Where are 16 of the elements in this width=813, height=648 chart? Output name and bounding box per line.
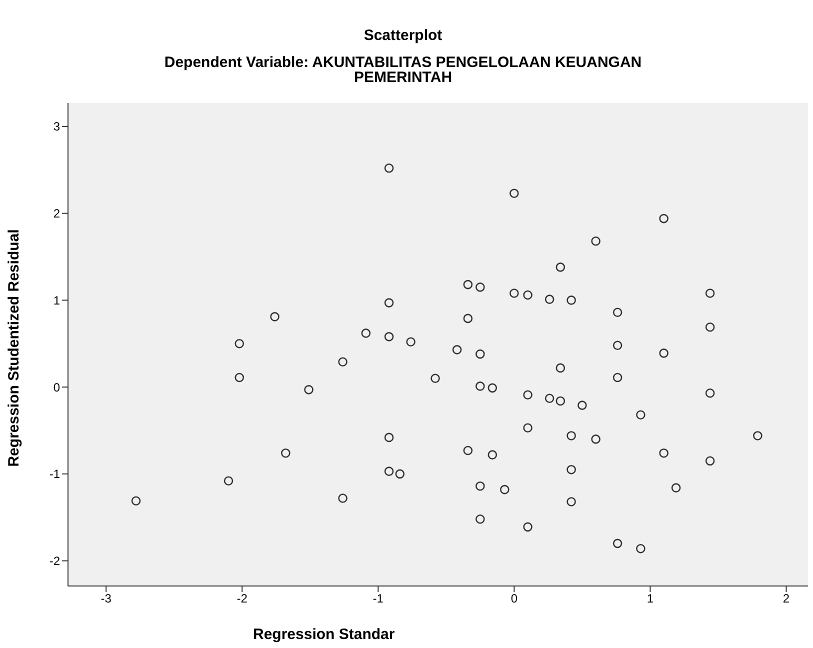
x-tick-label: 0 [510,592,518,606]
y-tick-label: 1 [53,293,60,308]
x-tick-label: -2 [236,592,248,606]
x-tick-label: 2 [782,592,790,606]
y-axis-title: Regression Studentized Residual [6,229,22,467]
y-tick-label: 2 [53,206,60,221]
x-tick-label: 1 [646,592,654,606]
y-tick-label: -2 [49,554,60,568]
y-tick-label: 3 [53,120,60,134]
chart-subtitle: Dependent Variable: AKUNTABILITAS PENGELOLAAN KEUANGAN PEMERINTAH [163,54,643,86]
y-tick-label: 0 [53,380,60,394]
chart-title: Scatterplot [362,27,444,44]
y-tick-label: -1 [49,467,60,482]
x-tick-label: -3 [100,592,112,606]
x-tick-label: -1 [372,592,384,606]
x-axis-title: Regression Standar [253,626,395,643]
